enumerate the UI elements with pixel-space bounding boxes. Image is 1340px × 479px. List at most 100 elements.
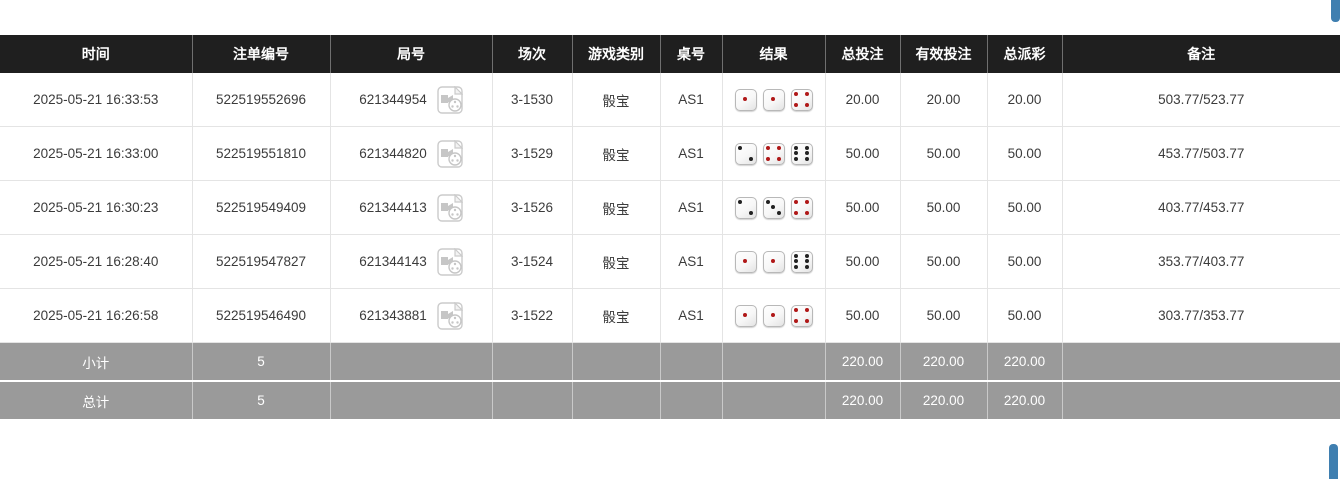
cell-remark: 453.77/503.77: [1062, 126, 1340, 181]
die-pip: [748, 156, 753, 161]
cell-round-no: 621344143: [330, 234, 493, 289]
round-no-wrapper: 621343881: [337, 301, 486, 330]
die-pip: [794, 92, 799, 97]
summary-remark: [1062, 381, 1340, 419]
die-pip: [804, 259, 809, 264]
cell-result-dice: [722, 126, 826, 181]
column-header-game_type[interactable]: 游戏类别: [572, 35, 661, 73]
cell-result-dice: [722, 73, 826, 127]
cell-time: 2025-05-21 16:33:00: [0, 126, 193, 181]
column-header-total_payout[interactable]: 总派彩: [987, 35, 1063, 73]
table-header-row: 时间 注单编号 局号 场次 游戏类别 桌号 结果 总投注 有效投注 总派彩 备注: [0, 35, 1340, 73]
die-face-1: [734, 88, 757, 111]
die-pip: [804, 92, 809, 97]
column-header-bet_id[interactable]: 注单编号: [192, 35, 331, 73]
die-pip: [794, 318, 799, 323]
cell-round-no: 621344413: [330, 180, 493, 235]
dice-group: [729, 304, 819, 327]
cell-game-type: 骰宝: [572, 288, 661, 343]
die-pip: [794, 102, 799, 107]
column-header-total_bet[interactable]: 总投注: [825, 35, 901, 73]
die-pip: [804, 151, 809, 156]
die-pip: [794, 151, 799, 156]
cell-remark: 503.77/523.77: [1062, 73, 1340, 127]
cell-valid-bet: 50.00: [900, 126, 988, 181]
round-no-text: 621344954: [359, 92, 427, 107]
die-pip: [766, 156, 771, 161]
video-replay-icon[interactable]: [437, 139, 464, 168]
dice-group: [729, 250, 819, 273]
dice-group: [729, 142, 819, 165]
round-no-text: 621343881: [359, 308, 427, 323]
table-row: 2025-05-21 16:30:23 522519549409 621344413…: [0, 180, 1340, 235]
summary-game-type: [572, 342, 661, 382]
cell-result-dice: [722, 234, 826, 289]
summary-table-no: [660, 342, 723, 382]
summary-label: 总计: [0, 381, 193, 419]
die-face-1: [762, 250, 785, 273]
die-face-4: [762, 142, 785, 165]
summary-count: 5: [192, 342, 331, 382]
video-replay-icon[interactable]: [437, 193, 464, 222]
cell-total-bet[interactable]: 20.00: [825, 73, 901, 127]
cell-total-bet[interactable]: 50.00: [825, 180, 901, 235]
die-pip: [794, 259, 799, 264]
cell-time: 2025-05-21 16:33:53: [0, 73, 193, 127]
cell-session: 3-1522: [492, 288, 573, 343]
cell-session: 3-1524: [492, 234, 573, 289]
scrollbar-thumb-bottom[interactable]: [1329, 444, 1338, 479]
column-header-round_no[interactable]: 局号: [330, 35, 493, 73]
die-pip: [771, 259, 776, 264]
cell-total-payout: 50.00: [987, 234, 1063, 289]
cell-table-no: AS1: [660, 288, 723, 343]
die-pip: [771, 205, 776, 210]
die-face-6: [790, 142, 813, 165]
video-replay-icon[interactable]: [437, 247, 464, 276]
die-pip: [776, 210, 781, 215]
die-pip: [804, 200, 809, 205]
summary-count: 5: [192, 381, 331, 419]
die-pip: [771, 97, 776, 102]
cell-session: 3-1526: [492, 180, 573, 235]
cell-total-bet[interactable]: 50.00: [825, 126, 901, 181]
cell-result-dice: [722, 180, 826, 235]
column-header-session[interactable]: 场次: [492, 35, 573, 73]
die-face-4: [790, 304, 813, 327]
die-pip: [738, 200, 743, 205]
table-row: 2025-05-21 16:33:53 522519552696 621344954…: [0, 73, 1340, 127]
cell-time: 2025-05-21 16:28:40: [0, 234, 193, 289]
die-pip: [804, 210, 809, 215]
cell-table-no: AS1: [660, 73, 723, 127]
die-pip: [748, 210, 753, 215]
cell-total-bet[interactable]: 50.00: [825, 234, 901, 289]
summary-result: [722, 342, 826, 382]
dice-group: [729, 88, 819, 111]
cell-remark: 353.77/403.77: [1062, 234, 1340, 289]
column-header-time[interactable]: 时间: [0, 35, 193, 73]
video-replay-icon[interactable]: [437, 301, 464, 330]
cell-total-payout: 50.00: [987, 180, 1063, 235]
die-pip: [804, 102, 809, 107]
die-face-2: [734, 196, 757, 219]
die-pip: [766, 146, 771, 151]
cell-time: 2025-05-21 16:30:23: [0, 180, 193, 235]
die-face-6: [790, 250, 813, 273]
cell-table-no: AS1: [660, 234, 723, 289]
die-pip: [743, 259, 748, 264]
summary-game-type: [572, 381, 661, 419]
die-face-2: [734, 142, 757, 165]
video-replay-icon[interactable]: [437, 85, 464, 114]
scrollbar-thumb-top[interactable]: [1331, 0, 1340, 22]
die-face-1: [762, 304, 785, 327]
cell-table-no: AS1: [660, 180, 723, 235]
cell-table-no: AS1: [660, 126, 723, 181]
column-header-valid_bet[interactable]: 有效投注: [900, 35, 988, 73]
cell-total-bet[interactable]: 50.00: [825, 288, 901, 343]
column-header-remark[interactable]: 备注: [1062, 35, 1340, 73]
column-header-result[interactable]: 结果: [722, 35, 826, 73]
column-header-table_no[interactable]: 桌号: [660, 35, 723, 73]
die-face-4: [790, 196, 813, 219]
cell-valid-bet: 50.00: [900, 180, 988, 235]
cell-remark: 403.77/453.77: [1062, 180, 1340, 235]
table-row: 2025-05-21 16:26:58 522519546490 621343881…: [0, 288, 1340, 343]
